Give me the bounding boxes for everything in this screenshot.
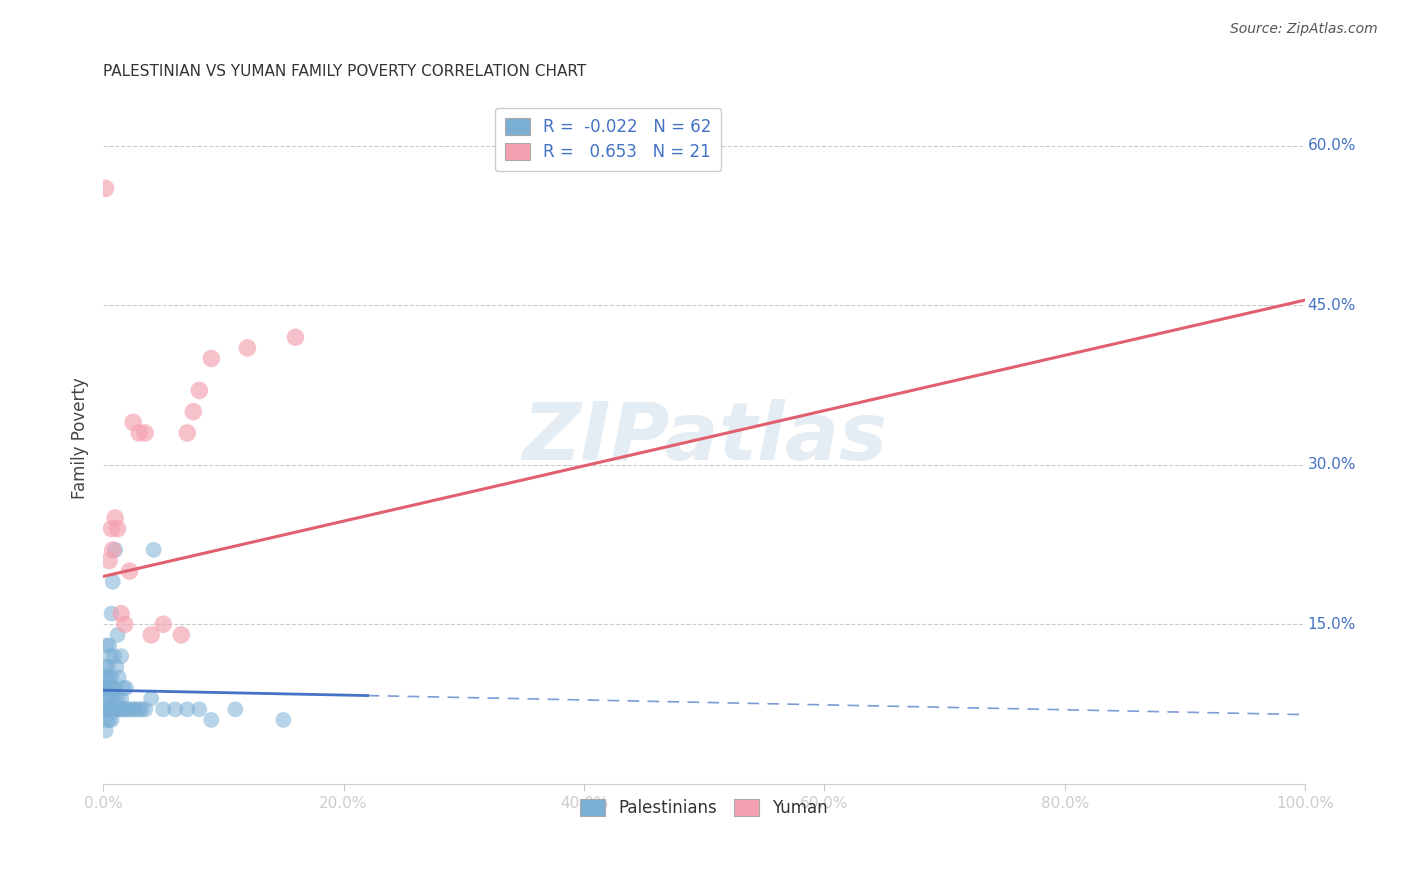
Point — [97, 660, 120, 674]
Text: ZIPatlas: ZIPatlas — [522, 400, 887, 477]
Point — [131, 702, 153, 716]
Point — [97, 681, 120, 695]
Point — [110, 649, 132, 664]
Point — [100, 691, 122, 706]
Point — [165, 702, 187, 716]
Point — [104, 702, 127, 716]
Point — [98, 670, 121, 684]
Point — [152, 702, 174, 716]
Point — [128, 425, 150, 440]
Point — [141, 628, 163, 642]
Text: 45.0%: 45.0% — [1308, 298, 1355, 313]
Point — [224, 702, 246, 716]
Point — [128, 702, 150, 716]
Point — [141, 691, 163, 706]
Point — [105, 702, 128, 716]
Point — [100, 607, 122, 621]
Point — [101, 681, 124, 695]
Point — [98, 713, 121, 727]
Point — [96, 639, 118, 653]
Point — [96, 713, 118, 727]
Point — [181, 404, 204, 418]
Point — [96, 691, 118, 706]
Point — [104, 542, 127, 557]
Point — [200, 713, 222, 727]
Point — [101, 542, 124, 557]
Point — [236, 341, 259, 355]
Point — [122, 702, 145, 716]
Point — [103, 649, 125, 664]
Point — [97, 702, 120, 716]
Point — [122, 415, 145, 429]
Point — [100, 522, 122, 536]
Point — [101, 574, 124, 589]
Point — [170, 628, 193, 642]
Point — [124, 702, 146, 716]
Point — [96, 670, 118, 684]
Point — [93, 670, 115, 684]
Point — [110, 691, 132, 706]
Point — [188, 384, 211, 398]
Point — [98, 702, 121, 716]
Text: PALESTINIAN VS YUMAN FAMILY POVERTY CORRELATION CHART: PALESTINIAN VS YUMAN FAMILY POVERTY CORR… — [103, 64, 586, 79]
Point — [105, 660, 128, 674]
Point — [118, 702, 141, 716]
Text: Source: ZipAtlas.com: Source: ZipAtlas.com — [1230, 22, 1378, 37]
Text: 30.0%: 30.0% — [1308, 458, 1355, 472]
Point — [94, 660, 117, 674]
Point — [98, 681, 121, 695]
Point — [94, 702, 117, 716]
Legend: Palestinians, Yuman: Palestinians, Yuman — [574, 792, 835, 824]
Point — [108, 702, 131, 716]
Point — [98, 649, 121, 664]
Point — [110, 607, 132, 621]
Point — [134, 425, 156, 440]
Point — [112, 681, 135, 695]
Point — [152, 617, 174, 632]
Point — [107, 702, 129, 716]
Point — [100, 670, 122, 684]
Point — [176, 702, 198, 716]
Point — [107, 691, 129, 706]
Point — [94, 681, 117, 695]
Point — [134, 702, 156, 716]
Point — [101, 702, 124, 716]
Point — [98, 553, 121, 567]
Point — [93, 681, 115, 695]
Point — [273, 713, 295, 727]
Point — [100, 713, 122, 727]
Point — [98, 639, 121, 653]
Point — [107, 628, 129, 642]
Point — [114, 617, 136, 632]
Point — [176, 425, 198, 440]
Text: 15.0%: 15.0% — [1308, 616, 1355, 632]
Point — [142, 542, 165, 557]
Point — [103, 691, 125, 706]
Point — [93, 702, 115, 716]
Point — [111, 702, 134, 716]
Text: 60.0%: 60.0% — [1308, 138, 1355, 153]
Point — [188, 702, 211, 716]
Point — [107, 522, 129, 536]
Point — [104, 681, 127, 695]
Point — [107, 670, 129, 684]
Point — [94, 723, 117, 738]
Point — [200, 351, 222, 366]
Y-axis label: Family Poverty: Family Poverty — [72, 377, 89, 500]
Point — [104, 511, 127, 525]
Point — [94, 181, 117, 195]
Point — [118, 564, 141, 578]
Point — [98, 691, 121, 706]
Point — [115, 702, 138, 716]
Point — [115, 681, 138, 695]
Point — [114, 702, 136, 716]
Point — [284, 330, 307, 344]
